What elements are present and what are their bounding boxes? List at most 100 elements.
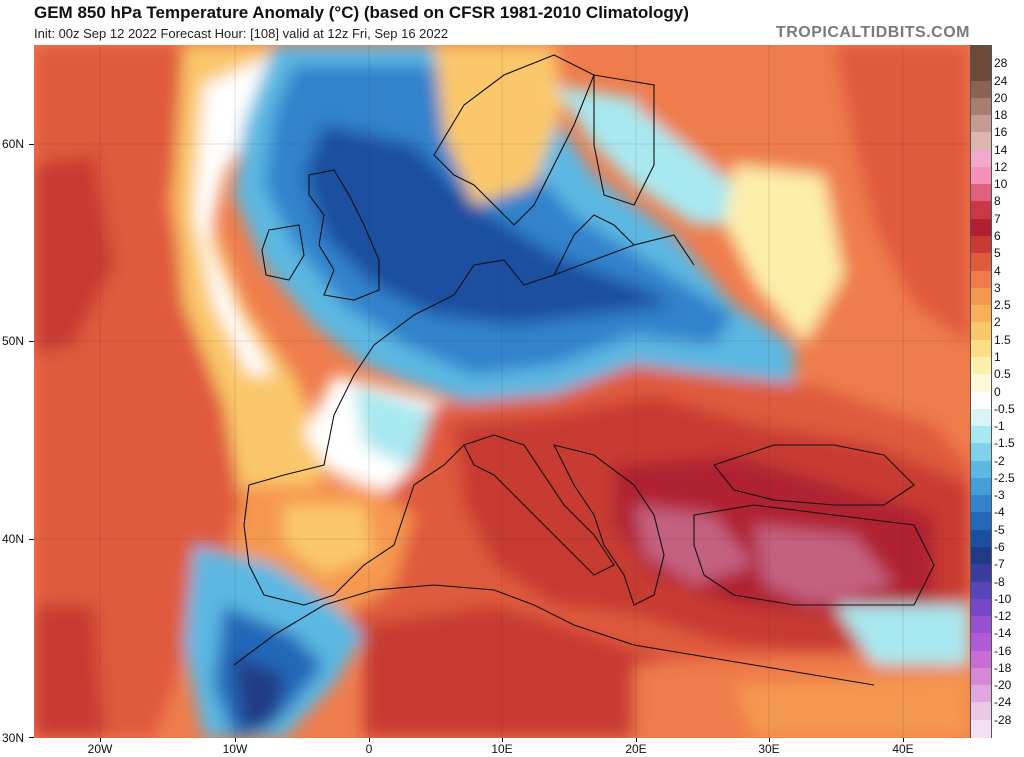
west-coast-outline — [243, 344, 465, 606]
colorbar-cell — [971, 633, 991, 652]
balkans-outline — [552, 444, 665, 606]
colorbar-label: 2 — [994, 315, 1001, 330]
colorbar-cell — [971, 46, 991, 64]
lon-label-10e: 10E — [491, 742, 513, 756]
lat-tick — [29, 341, 34, 342]
colorbar-label: -12 — [994, 609, 1012, 624]
colorbar-label: 4 — [994, 263, 1001, 278]
north-coast-outline — [373, 234, 695, 346]
colorbar-label: 24 — [994, 73, 1008, 88]
anomaly-field — [34, 45, 970, 738]
norway-sweden-outline — [433, 54, 595, 226]
colorbar-label: 5 — [994, 246, 1001, 261]
lon-label-20w: 20W — [87, 742, 113, 756]
colorbar-cell — [971, 356, 991, 375]
turkey-outline — [693, 504, 935, 606]
lon-tick — [636, 738, 637, 742]
colorbar-label: -4 — [994, 505, 1005, 520]
lon-label-0: 0 — [365, 742, 373, 756]
lat-tick — [29, 737, 34, 738]
colorbar-cell — [971, 236, 991, 255]
baltic-outline — [553, 214, 635, 276]
map-canvas — [34, 45, 970, 738]
colorbar-cell — [971, 63, 991, 82]
colorbar-cell — [971, 97, 991, 116]
colorbar-cell — [971, 495, 991, 514]
colorbar-label: -14 — [994, 626, 1012, 641]
ireland-outline — [261, 224, 305, 281]
colorbar-cell — [971, 253, 991, 272]
lon-label-40e: 40E — [892, 742, 914, 756]
colorbar-cell — [971, 305, 991, 324]
colorbar-label: 8 — [994, 194, 1001, 209]
colorbar-cell — [971, 391, 991, 410]
colorbar-label: -28 — [994, 712, 1012, 727]
black-sea-outline — [713, 444, 915, 506]
lon-tick — [235, 738, 236, 742]
colorbar-label: -10 — [994, 591, 1012, 606]
colorbar-cell — [971, 287, 991, 306]
lat-label-30n: 30N — [2, 731, 25, 745]
colorbar-cell — [971, 702, 991, 721]
colorbar-label: -8 — [994, 574, 1005, 589]
colorbar-label: 12 — [994, 159, 1008, 174]
colorbar-label: 10 — [994, 177, 1008, 192]
colorbar-cell — [971, 270, 991, 289]
colorbar-label: -18 — [994, 660, 1012, 675]
colorbar — [970, 45, 992, 738]
colorbar-cell — [971, 477, 991, 496]
colorbar-label: -2.5 — [994, 470, 1015, 485]
colorbar-cell — [971, 581, 991, 600]
colorbar-label: 7 — [994, 211, 1001, 226]
map-title: GEM 850 hPa Temperature Anomaly (°C) (ba… — [34, 3, 689, 22]
lon-tick — [769, 738, 770, 742]
colorbar-label: 6 — [994, 229, 1001, 244]
north-africa-coast-outline — [233, 584, 875, 686]
colorbar-cell — [971, 408, 991, 427]
great-britain-outline — [308, 169, 380, 301]
lon-label-20e: 20E — [625, 742, 647, 756]
colorbar-cell — [971, 616, 991, 635]
lat-label-60n: 60N — [2, 137, 25, 151]
colorbar-cell — [971, 685, 991, 704]
colorbar-label: 3 — [994, 280, 1001, 295]
brand-watermark[interactable]: TROPICALTIDBITS.COM — [775, 24, 970, 41]
colorbar-cell — [971, 218, 991, 237]
lat-label-40n: 40N — [2, 532, 25, 546]
colorbar-cell — [971, 115, 991, 134]
lon-tick — [369, 738, 370, 742]
lon-tick — [903, 738, 904, 742]
colorbar-cell — [971, 667, 991, 686]
colorbar-cell — [971, 426, 991, 445]
colorbar-cell — [971, 374, 991, 393]
lon-tick — [100, 738, 101, 742]
lat-label-50n: 50N — [2, 334, 25, 348]
lon-tick — [502, 738, 503, 742]
colorbar-cell — [971, 443, 991, 462]
colorbar-label: 28 — [994, 56, 1008, 71]
colorbar-cell — [971, 201, 991, 220]
colorbar-label: -5 — [994, 522, 1005, 537]
colorbar-label: 18 — [994, 108, 1008, 123]
colorbar-label: -20 — [994, 678, 1012, 693]
italy-outline — [463, 434, 615, 576]
colorbar-label: -3 — [994, 488, 1005, 503]
colorbar-cell — [971, 460, 991, 479]
colorbar-label: 0.5 — [994, 367, 1011, 382]
colorbar-label: -2 — [994, 453, 1005, 468]
colorbar-label: -0.5 — [994, 401, 1015, 416]
colorbar-label: -24 — [994, 695, 1012, 710]
colorbar-label: 14 — [994, 142, 1008, 157]
colorbar-cell — [971, 564, 991, 583]
colorbar-label: -1.5 — [994, 436, 1015, 451]
colorbar-label: -7 — [994, 557, 1005, 572]
colorbar-label: 0 — [994, 384, 1001, 399]
colorbar-cell — [971, 149, 991, 168]
colorbar-cell — [971, 512, 991, 531]
colorbar-label: -16 — [994, 643, 1012, 658]
colorbar-cell — [971, 339, 991, 358]
lon-label-10w: 10W — [222, 742, 248, 756]
colorbar-cell — [971, 719, 991, 738]
colorbar-label: 1 — [994, 349, 1001, 364]
colorbar-cell — [971, 546, 991, 565]
